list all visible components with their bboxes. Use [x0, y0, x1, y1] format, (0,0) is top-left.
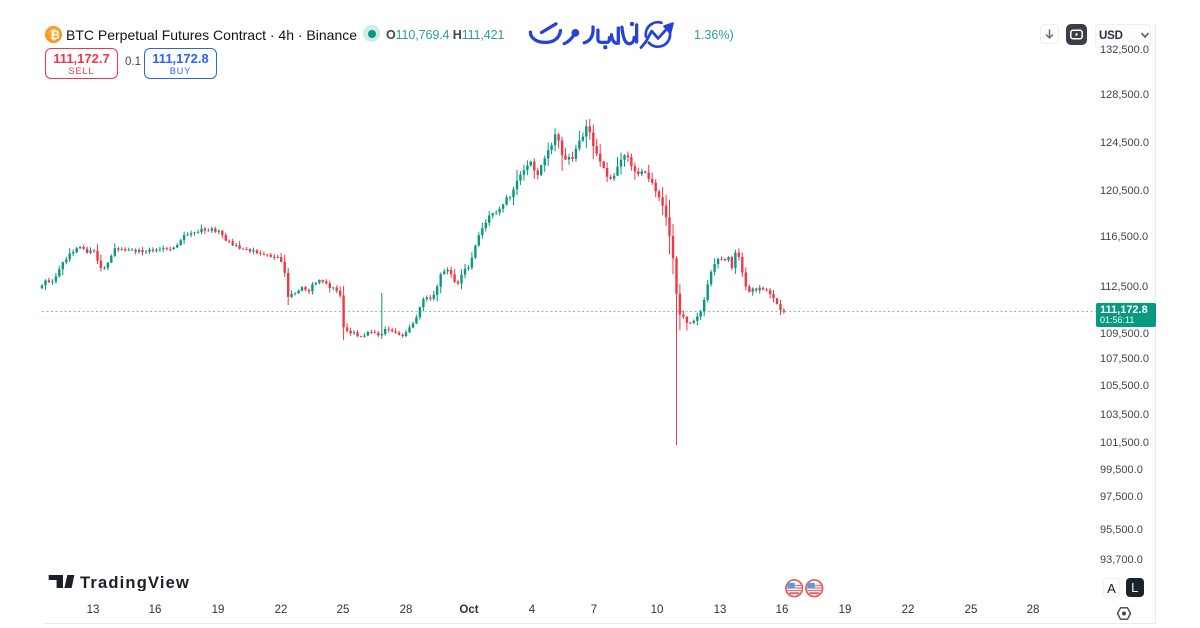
svg-text:TradingView: TradingView — [80, 574, 190, 591]
